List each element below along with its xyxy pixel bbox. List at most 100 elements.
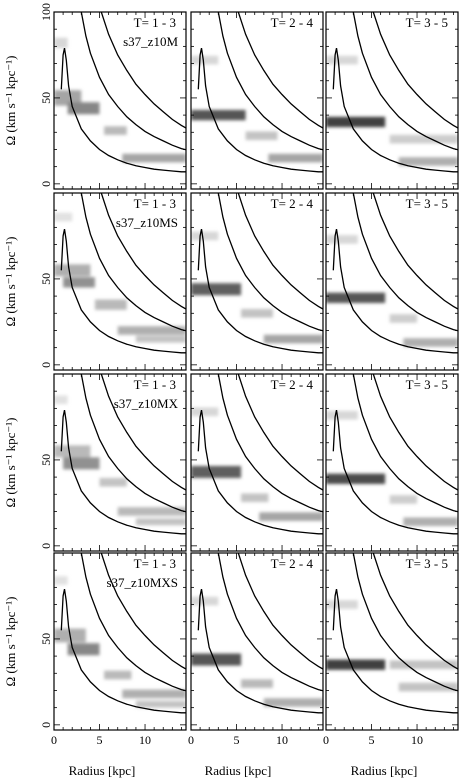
panel-time-label: T= 1 - 3 (134, 377, 176, 392)
panel-frame (53, 373, 187, 552)
panel-frame (190, 373, 324, 552)
density-band (326, 473, 386, 484)
omega-plus-kappa-half-curve (237, 374, 323, 491)
model-label: s37_z10M (123, 34, 178, 49)
density-band (54, 212, 73, 222)
x-tick-label: 10 (139, 733, 151, 747)
omega-minus-kappa-half-curve (332, 409, 458, 535)
panel-frame (190, 552, 324, 731)
density-band (389, 660, 458, 669)
omega-plus-kappa-half-curve (100, 12, 186, 129)
omega-plus-kappa-half-curve (372, 553, 458, 670)
density-band (122, 689, 186, 699)
density-band (122, 153, 186, 163)
x-tick-label: 10 (411, 733, 423, 747)
panel-r4-c2: T= 2 - 4 0 5 10 (188, 552, 324, 747)
panel-frame (325, 552, 459, 731)
panel-time-label: T= 3 - 5 (406, 196, 448, 211)
panel-time-label: T= 1 - 3 (134, 196, 176, 211)
panel-frame (53, 552, 187, 731)
omega-minus-kappa-half-curve (197, 47, 323, 173)
density-band (191, 109, 246, 121)
density-band (326, 116, 386, 128)
omega-curve (352, 553, 458, 692)
omega-plus-kappa-half-curve (237, 193, 323, 310)
density-band (54, 264, 91, 277)
y-tick-label: 50 (39, 633, 53, 645)
model-label: s37_z10MXS (106, 575, 178, 590)
x-axis-label-col3: Radius [kpc] (351, 763, 418, 778)
omega-minus-kappa-half-curve (60, 588, 186, 714)
density-band (54, 395, 68, 405)
omega-curve (352, 12, 458, 151)
omega-minus-kappa-half-curve (332, 228, 458, 354)
omega-minus-kappa-half-curve (197, 228, 323, 354)
density-band (389, 134, 458, 144)
omega-plus-kappa-half-curve (372, 12, 458, 129)
density-band (241, 308, 273, 318)
density-band (263, 334, 323, 344)
omega-plus-kappa-half-curve (100, 374, 186, 491)
panel-frame (53, 192, 187, 371)
omega-minus-kappa-half-curve (332, 588, 458, 714)
omega-curve (352, 193, 458, 332)
density-band (54, 445, 91, 458)
density-band (389, 495, 418, 504)
y-tick-label: 0 (39, 362, 53, 368)
omega-curve (80, 193, 186, 332)
panel-time-label: T= 3 - 5 (406, 15, 448, 30)
omega-minus-kappa-half-curve (197, 588, 323, 714)
panel-r3-c3: T= 3 - 5 (325, 373, 459, 552)
density-band (135, 518, 186, 526)
x-tick-label: 0 (323, 733, 329, 747)
density-band (117, 507, 186, 516)
x-tick-label: 0 (188, 733, 194, 747)
density-band (191, 55, 219, 65)
density-band (326, 600, 358, 609)
omega-minus-kappa-half-curve (332, 47, 458, 173)
density-band (326, 410, 358, 420)
panel-r3-c2: T= 2 - 4 (190, 373, 324, 552)
density-band (389, 314, 418, 323)
density-band (67, 102, 100, 115)
omega-curve (80, 12, 186, 151)
x-tick-label: 5 (369, 733, 375, 747)
density-band (191, 596, 219, 606)
x-axis-label-col1: Radius [kpc] (69, 763, 136, 778)
density-band (135, 700, 186, 708)
density-band (54, 90, 82, 106)
omega-minus-kappa-half-curve (197, 409, 323, 535)
panel-time-label: T= 2 - 4 (271, 556, 314, 571)
y-axis-label: Ω (km s⁻¹ kpc⁻¹) (3, 55, 18, 145)
panel-time-label: T= 2 - 4 (271, 15, 314, 30)
omega-plus-kappa-half-curve (372, 374, 458, 491)
density-band (403, 338, 458, 347)
density-band (135, 335, 186, 343)
omega-curve (217, 553, 323, 692)
panel-r1-c2: T= 2 - 4 (190, 11, 324, 190)
density-band (326, 55, 358, 65)
density-band (67, 643, 100, 656)
density-band (63, 277, 95, 288)
x-tick-label: 0 (51, 733, 57, 747)
density-band (117, 326, 186, 335)
omega-minus-kappa-half-curve (60, 47, 186, 173)
density-band (245, 131, 278, 141)
panel-r4-c3: T= 3 - 5 0 5 10 (323, 552, 459, 747)
panel-frame (325, 11, 459, 190)
panel-r2-c1: T= 1 - 3 s37_z10MS 0 50 Ω (km s⁻¹ kpc⁻¹) (3, 192, 187, 371)
density-band (191, 653, 242, 666)
omega-curve (217, 193, 323, 332)
panel-time-label: T= 2 - 4 (271, 377, 314, 392)
omega-curve (80, 553, 186, 692)
density-band (54, 37, 68, 49)
panel-r2-c3: T= 3 - 5 (325, 192, 459, 371)
omega-plus-kappa-half-curve (372, 193, 458, 310)
omega-plus-kappa-half-curve (100, 553, 186, 670)
density-band (104, 670, 132, 680)
y-tick-label: 50 (39, 273, 53, 285)
panel-time-label: T= 2 - 4 (271, 196, 314, 211)
y-tick-label: 100 (39, 3, 53, 21)
omega-curve (80, 374, 186, 513)
